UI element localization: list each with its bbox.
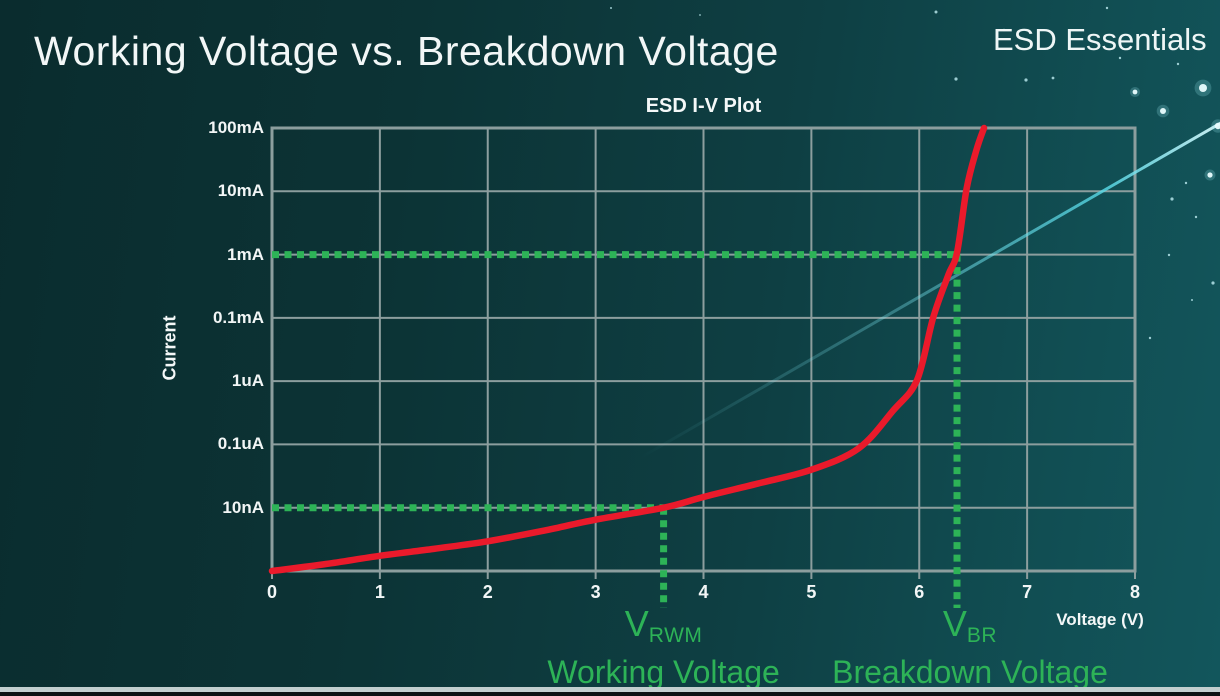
- vbr-symbol: VBR: [832, 606, 1108, 654]
- x-tick-label: 7: [1022, 582, 1033, 602]
- video-frame-bottom-edge-dark: [0, 692, 1220, 696]
- vrwm-symbol: VRWM: [547, 606, 779, 654]
- brand-wordmark: ESD Essentials: [993, 22, 1207, 57]
- y-tick-label: 10mA: [217, 181, 264, 201]
- y-tick-label: 10nA: [222, 497, 264, 517]
- plot-border: [270, 126, 1137, 573]
- video-frame-bottom-edge-light: [0, 687, 1220, 692]
- voltage-symbol: V: [942, 603, 967, 644]
- x-tick-label: 0: [266, 582, 277, 602]
- y-tick-label: 100mA: [208, 118, 264, 137]
- x-tick-label: 8: [1129, 582, 1140, 602]
- marker-caption: Working Voltage: [547, 654, 780, 690]
- vbr-marker-label: VBR Breakdown Voltage: [832, 606, 1108, 691]
- marker-guide-lines: [272, 251, 961, 608]
- x-tick-label: 1: [374, 582, 385, 602]
- page-title: Working Voltage vs. Breakdown Voltage: [34, 28, 779, 74]
- y-tick-label: 1uA: [231, 371, 264, 391]
- x-tick-label: 4: [698, 582, 709, 602]
- x-tick-label: 2: [482, 582, 493, 602]
- y-tick-label: 0.1uA: [217, 434, 264, 454]
- background-stars-decoration: [610, 6, 1220, 340]
- x-tick-label: 5: [806, 582, 817, 602]
- vrwm-marker-label: VRWM Working Voltage: [547, 606, 780, 691]
- voltage-symbol: V: [624, 603, 649, 644]
- marker-caption: Breakdown Voltage: [832, 654, 1108, 690]
- voltage-subscript: RWM: [648, 624, 703, 647]
- voltage-subscript: BR: [966, 624, 998, 647]
- x-axis-title: Voltage (V): [1056, 610, 1144, 629]
- grid: [271, 127, 1136, 579]
- x-tick-label: 3: [590, 582, 601, 602]
- y-tick-label: 0.1mA: [212, 307, 264, 327]
- iv-curve: [268, 124, 988, 575]
- x-tick-label: 6: [914, 582, 925, 602]
- y-tick-label: 1mA: [227, 244, 264, 264]
- light-streak-decoration: [639, 121, 1220, 460]
- chart-title: ESD I-V Plot: [645, 95, 762, 117]
